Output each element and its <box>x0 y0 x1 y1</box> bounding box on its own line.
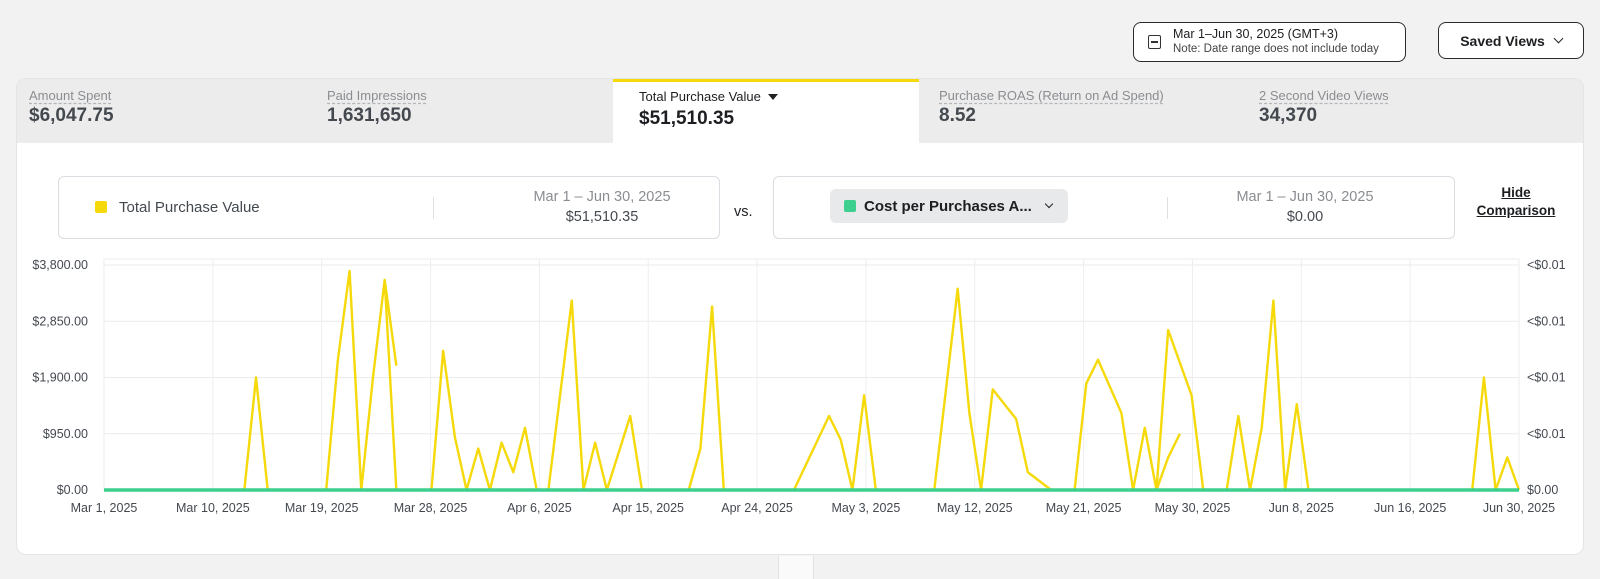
x-tick-label: Apr 24, 2025 <box>721 501 793 515</box>
vs-label: vs. <box>734 204 753 220</box>
metric-value: 34,370 <box>1259 105 1318 126</box>
series-line-segment <box>383 279 398 366</box>
comparison-left-value: $51,510.35 <box>565 209 639 225</box>
series-line-segment <box>1155 328 1205 491</box>
x-tick-label: Mar 19, 2025 <box>285 501 359 515</box>
metric-tab-purchase-roas[interactable]: Purchase ROAS (Return on Ad Spend) 8.52 <box>927 79 1247 143</box>
date-range-main: Mar 1–Jun 30, 2025 (GMT+3) <box>1173 27 1339 41</box>
metric-tabs: Amount Spent $6,047.75 Paid Impressions … <box>17 79 1583 145</box>
metric-value: 8.52 <box>939 105 976 126</box>
x-tick-label: Mar 28, 2025 <box>394 501 468 515</box>
date-range-text: Mar 1–Jun 30, 2025 (GMT+3) Note: Date ra… <box>1173 27 1379 57</box>
metric-value: $6,047.75 <box>29 105 114 126</box>
x-tick-label: Jun 16, 2025 <box>1374 501 1446 515</box>
y-tick-label: $950.00 <box>43 427 88 441</box>
x-tick-label: Apr 6, 2025 <box>507 501 572 515</box>
metric-label: Total Purchase Value <box>639 89 761 104</box>
y-right-tick-label: $0.00 <box>1527 483 1558 497</box>
metric-value: 1,631,650 <box>327 105 412 126</box>
calendar-icon <box>1148 35 1161 49</box>
y-right-tick-label: <$0.01 <box>1527 427 1566 441</box>
comparison-right-date: Mar 1 – Jun 30, 2025 <box>1236 189 1374 205</box>
x-tick-label: May 12, 2025 <box>937 501 1013 515</box>
comparison-left-series: Total Purchase Value <box>119 199 260 216</box>
series-line-segment <box>687 305 725 491</box>
y-right-tick-label: <$0.01 <box>1527 258 1566 272</box>
series-line-segment <box>243 376 269 491</box>
y-tick-label: $1,900.00 <box>32 371 88 385</box>
comparison-right-series: Cost per Purchases A... <box>864 197 1032 215</box>
y-tick-label: $2,850.00 <box>32 314 88 328</box>
divider <box>433 197 434 219</box>
comparison-left-date: Mar 1 – Jun 30, 2025 <box>533 189 671 205</box>
x-tick-label: Mar 10, 2025 <box>176 501 250 515</box>
comparison-right-value: $0.00 <box>1286 209 1324 225</box>
comparison-right-box: Cost per Purchases A... Mar 1 – Jun 30, … <box>773 176 1455 239</box>
caret-down-icon <box>767 94 778 100</box>
series-line-segment <box>430 349 538 492</box>
y-tick-label: $0.00 <box>57 483 88 497</box>
x-tick-label: Jun 8, 2025 <box>1269 501 1334 515</box>
x-tick-label: May 21, 2025 <box>1046 501 1122 515</box>
hide-comparison-link[interactable]: Hide Comparison <box>1476 184 1556 220</box>
comparison-left-label: Total Purchase Value <box>95 199 260 216</box>
metric-tab-paid-impressions[interactable]: Paid Impressions 1,631,650 <box>315 79 613 143</box>
legend-swatch-green <box>844 200 856 212</box>
y-right-tick-label: <$0.01 <box>1527 371 1566 385</box>
metric-label: Amount Spent <box>29 88 112 103</box>
metric-tab-total-purchase-value[interactable]: Total Purchase Value $51,510.35 <box>613 79 919 145</box>
x-tick-label: Mar 1, 2025 <box>71 501 138 515</box>
series-line-segment <box>1225 299 1310 492</box>
series-line-segment <box>547 299 644 492</box>
series-line-segment <box>933 287 1052 492</box>
x-tick-label: May 30, 2025 <box>1155 501 1231 515</box>
metric-label: 2 Second Video Views <box>1259 88 1389 103</box>
y-tick-label: $3,800.00 <box>32 258 88 272</box>
x-tick-label: May 3, 2025 <box>832 501 901 515</box>
metric-value: $51,510.35 <box>639 108 735 129</box>
series-line-segment <box>324 269 398 492</box>
insights-panel: Amount Spent $6,047.75 Paid Impressions … <box>16 78 1584 555</box>
hide-comparison-line-1: Hide <box>1501 185 1531 200</box>
metric-tab-amount-spent[interactable]: Amount Spent $6,047.75 <box>17 79 315 143</box>
series-line-segment <box>792 394 878 492</box>
x-tick-label: Jun 30, 2025 <box>1483 501 1555 515</box>
y-right-tick-label: <$0.01 <box>1527 314 1566 328</box>
hide-comparison-line-2: Comparison <box>1476 203 1556 218</box>
saved-views-button[interactable]: Saved Views <box>1438 22 1584 59</box>
legend-swatch-yellow <box>95 201 107 213</box>
date-range-note: Note: Date range does not include today <box>1173 43 1379 55</box>
bottom-divider <box>778 556 814 579</box>
metric-tab-video-views[interactable]: 2 Second Video Views 34,370 <box>1247 79 1583 143</box>
comparison-series-select[interactable]: Cost per Purchases A... <box>830 189 1068 223</box>
date-range-picker[interactable]: Mar 1–Jun 30, 2025 (GMT+3) Note: Date ra… <box>1133 22 1406 62</box>
x-tick-label: Apr 15, 2025 <box>612 501 684 515</box>
metric-label: Purchase ROAS (Return on Ad Spend) <box>939 88 1164 103</box>
divider <box>1167 197 1168 219</box>
saved-views-label: Saved Views <box>1460 32 1545 49</box>
metric-label: Paid Impressions <box>327 88 427 103</box>
comparison-left-box: Total Purchase Value Mar 1 – Jun 30, 202… <box>58 176 720 239</box>
